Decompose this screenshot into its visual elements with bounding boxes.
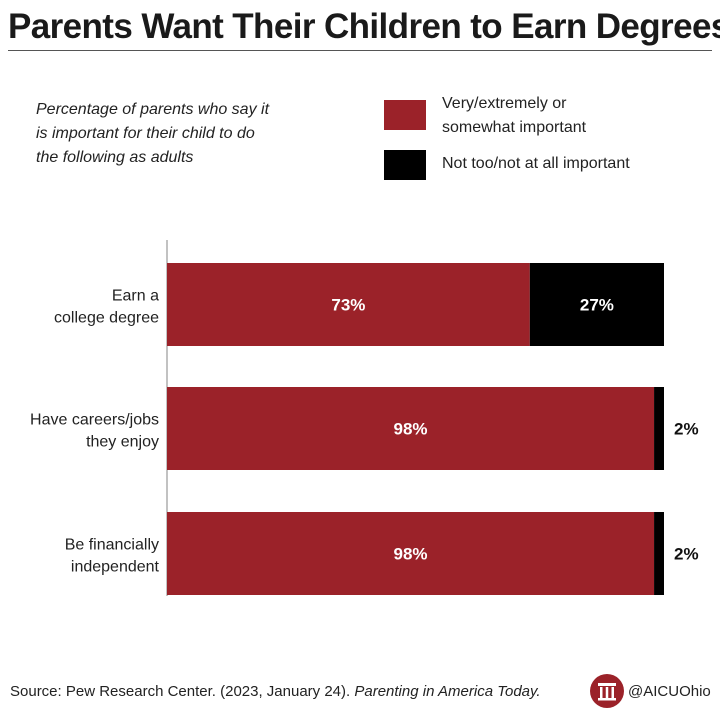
category-label-line: Earn a	[112, 288, 159, 305]
data-label: 2%	[674, 545, 699, 564]
bar-segment-not-important	[654, 512, 664, 595]
data-label: 27%	[580, 296, 614, 315]
category-label: Earn a college degree	[54, 288, 159, 327]
chart-subtitle: Percentage of parents who say it is impo…	[36, 98, 336, 170]
data-label: 98%	[394, 420, 428, 439]
legend-label-important: Very/extremely or somewhat important	[442, 92, 712, 140]
category-label-line: college degree	[54, 310, 159, 327]
bar-segment-important	[167, 512, 655, 595]
category-label-line: Be financially	[65, 537, 159, 554]
legend-label-not-important: Not too/not at all important	[442, 152, 712, 176]
bar-segment-important	[167, 263, 530, 346]
data-label: 98%	[394, 545, 428, 564]
category-label: Be financially independent	[65, 537, 160, 576]
source-text: Source: Pew Research Center. (2023, Janu…	[10, 683, 355, 700]
subtitle-line: the following as adults	[36, 149, 194, 166]
legend-label-line: somewhat important	[442, 119, 587, 136]
title-divider	[8, 50, 712, 51]
columns-logo-icon	[590, 674, 624, 708]
category-label-line: independent	[71, 559, 160, 576]
data-label: 2%	[674, 420, 699, 439]
category-label-line: Have careers/jobs	[30, 412, 159, 429]
brand-signature: @AICUOhio	[590, 674, 718, 710]
brand-handle: @AICUOhio	[628, 683, 711, 700]
legend-swatch-not-important	[384, 150, 426, 180]
subtitle-line: is important for their child to do	[36, 125, 255, 142]
source-citation: Source: Pew Research Center. (2023, Janu…	[10, 682, 590, 702]
legend-label-line: Very/extremely or	[442, 95, 567, 112]
source-publication: Parenting in America Today.	[354, 683, 541, 700]
legend-label-line: Not too/not at all important	[442, 155, 630, 172]
bar-segment-not-important	[654, 387, 664, 470]
subtitle-line: Percentage of parents who say it	[36, 101, 270, 118]
chart-title: Parents Want Their Children to Earn Degr…	[8, 7, 720, 46]
data-label: 73%	[331, 296, 365, 315]
legend-swatch-important	[384, 100, 426, 130]
bar-segment-not-important	[529, 263, 664, 346]
bar-segment-important	[167, 387, 655, 470]
category-label-line: they enjoy	[86, 434, 159, 451]
category-label: Have careers/jobs they enjoy	[30, 412, 159, 451]
